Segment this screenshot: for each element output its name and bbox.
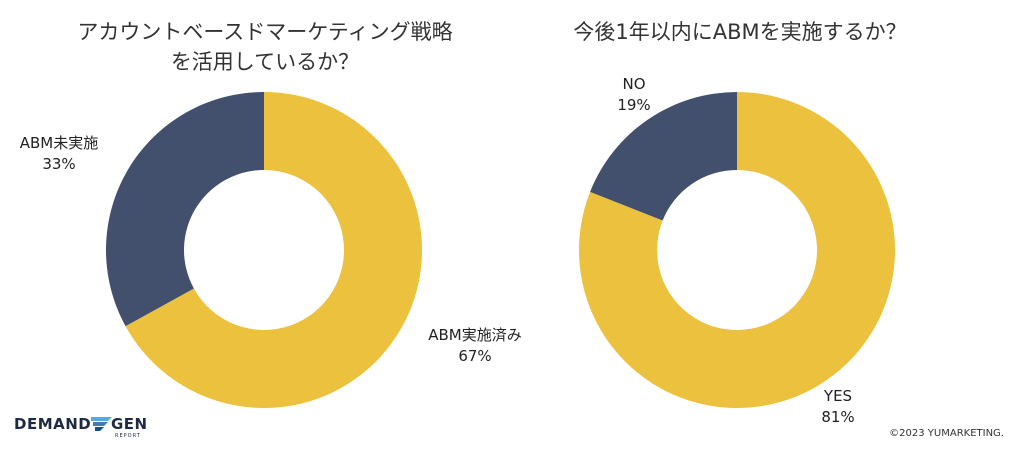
slice-label-name: ABM未実施 — [19, 134, 99, 152]
donut-slice-1-0 — [579, 92, 896, 408]
chart-title-right-line-1: 今後1年以内にABMを実施するか？ — [573, 20, 907, 44]
demand-gen-logo: DEMAND GEN REPORT — [14, 415, 148, 439]
slice-label-no: NO 19% — [594, 74, 674, 116]
slice-label-name: YES — [823, 387, 853, 405]
chart-title-right: 今後1年以内にABMを実施するか？ — [540, 17, 940, 47]
chart-title-left: アカウントベースドマーケティング戦略 を活用しているか？ — [40, 17, 490, 77]
slice-label-name: ABM実施済み — [428, 326, 522, 344]
copyright-notice: ©2023 YUMARKETING. — [889, 428, 1004, 439]
slice-label-name: NO — [622, 75, 646, 93]
logo-text-gen: GEN — [111, 415, 148, 433]
chart-title-left-line-1: アカウントベースドマーケティング戦略 — [77, 20, 453, 44]
logo-text-demand: DEMAND — [14, 415, 91, 433]
slice-label-value: 81% — [821, 408, 855, 426]
slice-label-value: 33% — [42, 155, 76, 173]
slice-label-value: 67% — [458, 347, 492, 365]
donut-slice-0-0 — [125, 92, 423, 408]
logo-text-report: REPORT — [115, 433, 141, 439]
slice-label-yes: YES 81% — [798, 386, 878, 428]
slice-label-abm-not-done: ABM未実施 33% — [4, 133, 114, 175]
slice-label-value: 19% — [617, 96, 651, 114]
donut-slice-1-1 — [590, 92, 737, 221]
demand-gen-logo-icon — [91, 417, 112, 431]
slice-label-abm-done: ABM実施済み 67% — [420, 325, 530, 367]
chart-title-left-line-2: を活用しているか？ — [170, 50, 360, 74]
donut-slice-0-1 — [106, 92, 264, 327]
